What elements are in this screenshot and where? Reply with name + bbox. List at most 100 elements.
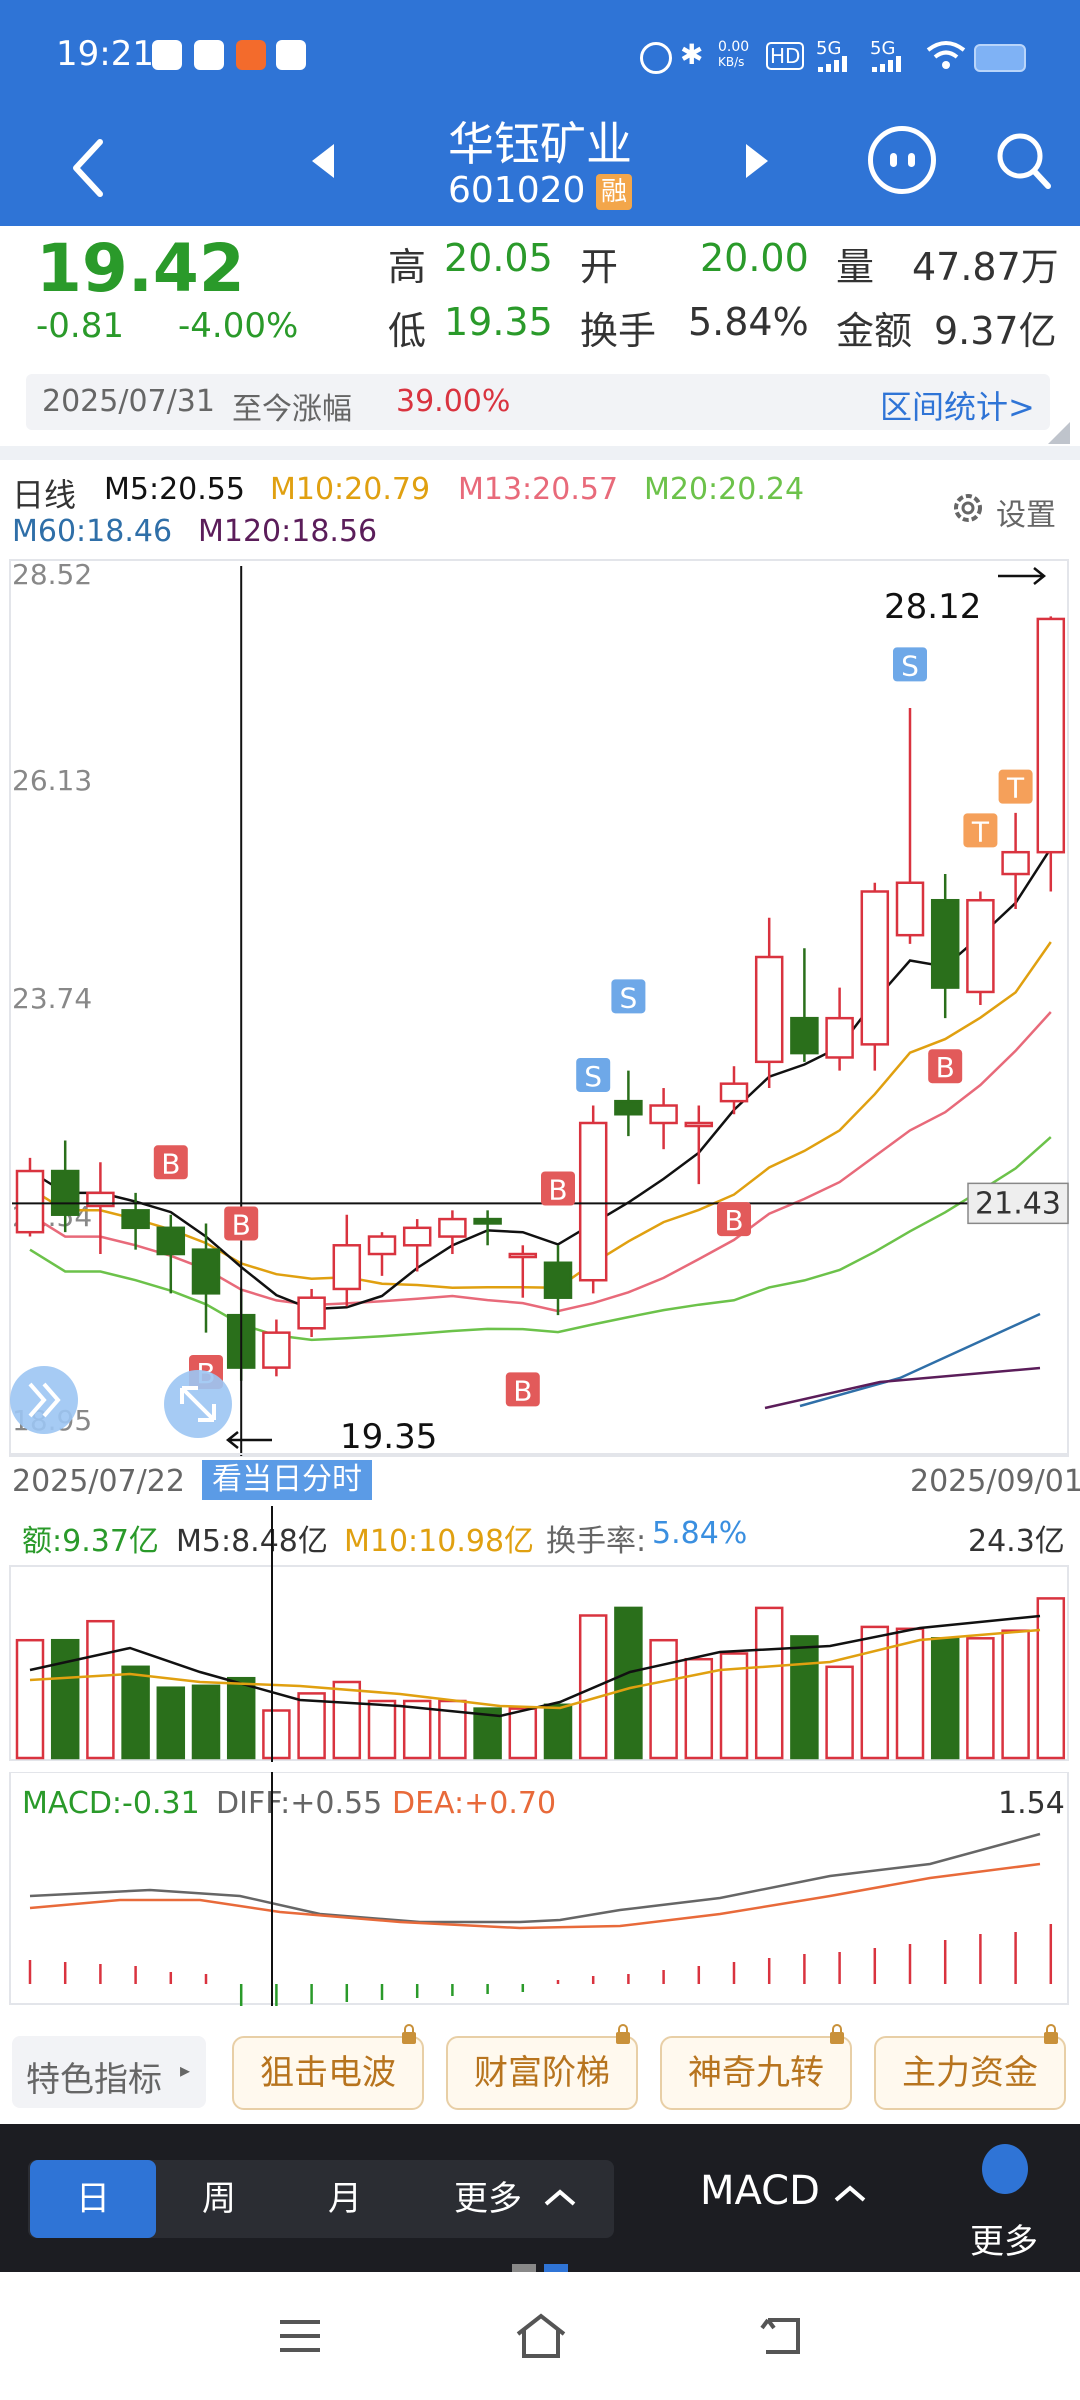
candle-up	[825, 987, 854, 1071]
candle-body	[121, 1209, 150, 1230]
volume-bar-down	[614, 1606, 643, 1760]
ma10-label: M10:20.79	[270, 472, 431, 507]
candle-down	[790, 948, 819, 1062]
candle-body	[332, 1244, 362, 1291]
signal-marker-label: B	[161, 1147, 180, 1180]
volume-panel[interactable]: 额:9.37亿 M5:8.48亿 M10:10.98亿 换手率: 5.84% 2…	[0, 1506, 1080, 1762]
volume-bar-up	[860, 1625, 890, 1760]
intraday-button[interactable]: 看当日分时	[202, 1460, 372, 1500]
back-nav-icon[interactable]	[758, 2314, 804, 2358]
signal-marker: B	[928, 1049, 963, 1084]
candle-body	[684, 1121, 714, 1128]
last-price: 19.42	[36, 230, 245, 307]
macd-frame	[9, 1772, 1069, 2005]
volume-m10-line	[29, 1628, 1041, 1710]
kline-chart[interactable]: 28.5226.1323.7421.5418.9521.4328.1219.35…	[0, 558, 1080, 1458]
home-icon[interactable]	[514, 2312, 568, 2360]
feature-caret-icon: ▸	[180, 2058, 191, 2082]
candle-body	[966, 898, 995, 994]
range-stats-link[interactable]: 区间统计>	[880, 388, 1035, 426]
search-icon[interactable]	[992, 126, 1056, 194]
candle-up	[332, 1214, 362, 1307]
indicator-chevron-up-icon[interactable]	[830, 2178, 870, 2208]
feature-indicators-menu[interactable]: 特色指标 ▸	[12, 2036, 206, 2108]
macd-svg	[9, 1772, 1069, 2006]
min-price-label: 19.35	[340, 1417, 437, 1457]
range-label: 至今涨幅	[232, 392, 352, 427]
high-value: 20.05	[444, 236, 553, 280]
more-label[interactable]: 更多	[970, 2222, 1038, 2262]
macd-panel[interactable]: MACD:-0.31 DIFF:+0.55 DEA:+0.70 1.54	[0, 1772, 1080, 2006]
dea-value-label: DEA:+0.70	[392, 1786, 557, 1821]
tab-month[interactable]: 月	[328, 2179, 362, 2219]
signal-marker: T	[963, 813, 998, 848]
diff-value-label: DIFF:+0.55	[216, 1786, 383, 1821]
y-tick-label: 23.74	[12, 982, 92, 1015]
candle-body	[297, 1296, 326, 1330]
signal-marker: B	[717, 1202, 751, 1237]
ma60-line	[799, 1312, 1041, 1408]
volume-bar-up	[649, 1638, 678, 1760]
signal-1-label: 5G	[816, 38, 842, 59]
low-value: 19.35	[444, 300, 553, 344]
period-label: 日线	[12, 476, 77, 514]
candle-up	[754, 917, 784, 1089]
feature-main-capital-button[interactable]: 主力资金	[874, 2024, 1066, 2110]
chat-robot-icon[interactable]	[868, 126, 936, 194]
candle-up	[438, 1210, 467, 1255]
more-avatar-icon[interactable]	[982, 2144, 1028, 2194]
volume-bar-up	[966, 1637, 995, 1760]
tab-day[interactable]: 日	[30, 2160, 156, 2238]
feature-sniper-wave-button[interactable]: 狙击电波	[232, 2024, 424, 2110]
ma20-label: M20:20.24	[644, 472, 805, 507]
settings-label[interactable]: 设置	[996, 498, 1056, 533]
candle-body	[825, 1016, 854, 1059]
signal-marker-label: B	[724, 1204, 743, 1237]
menu-icon[interactable]	[278, 2316, 322, 2356]
ma120-label: M120:18.56	[198, 514, 378, 549]
signal-marker-label: B	[548, 1174, 567, 1207]
next-stock-icon[interactable]	[740, 136, 776, 186]
volume-bar-up	[754, 1606, 784, 1760]
signal-marker-label: S	[901, 649, 919, 682]
signal-marker: B	[224, 1206, 259, 1241]
candle-up	[297, 1288, 326, 1338]
candle-body	[508, 1252, 538, 1259]
settings-gear-icon[interactable]	[950, 490, 986, 526]
volume-label: 量	[836, 245, 875, 289]
lock-icon	[1044, 2024, 1058, 2044]
candle-up	[367, 1232, 397, 1276]
range-stats-bar[interactable]: 2025/07/31 至今涨幅 39.00% 区间统计>	[26, 374, 1050, 430]
candle-body	[1001, 850, 1030, 876]
amount-label: 金额	[836, 309, 913, 353]
vol-turnover-label: 换手率:	[546, 1524, 647, 1559]
wifi-icon	[926, 40, 966, 70]
candle-up	[649, 1088, 678, 1150]
volume-bar-down	[543, 1703, 573, 1760]
crosshair-price-label: 21.43	[975, 1186, 1061, 1221]
kline-svg[interactable]: 28.5226.1323.7421.5418.9521.4328.1219.35…	[0, 558, 1080, 1458]
volume-bar-up	[825, 1665, 854, 1760]
open-label: 开	[580, 245, 619, 289]
tab-week[interactable]: 周	[202, 2179, 236, 2219]
signal-marker-label: S	[620, 981, 638, 1014]
candle-up	[1036, 616, 1066, 892]
prev-stock-icon[interactable]	[304, 136, 340, 186]
turnover-label: 换手	[580, 309, 657, 353]
max-price-label: 28.12	[884, 587, 981, 627]
tab-more[interactable]: 更多	[454, 2179, 522, 2219]
signal-marker-box	[928, 1049, 963, 1084]
candle-body	[473, 1217, 502, 1225]
volume-bar-down	[121, 1665, 150, 1760]
volume-bar-up	[895, 1627, 925, 1760]
signal-marker-box	[998, 769, 1033, 804]
feature-wealth-ladder-button[interactable]: 财富阶梯	[446, 2024, 638, 2110]
signal-marker: S	[893, 647, 927, 682]
ma13-label: M13:20.57	[458, 472, 619, 507]
candle-up	[719, 1066, 749, 1115]
candle-body	[50, 1169, 80, 1216]
indicator-select[interactable]: MACD	[700, 2168, 820, 2214]
back-icon[interactable]	[60, 128, 120, 208]
vol-m10-label: M10:10.98亿	[344, 1524, 535, 1559]
feature-magic-nine-button[interactable]: 神奇九转	[660, 2024, 852, 2110]
